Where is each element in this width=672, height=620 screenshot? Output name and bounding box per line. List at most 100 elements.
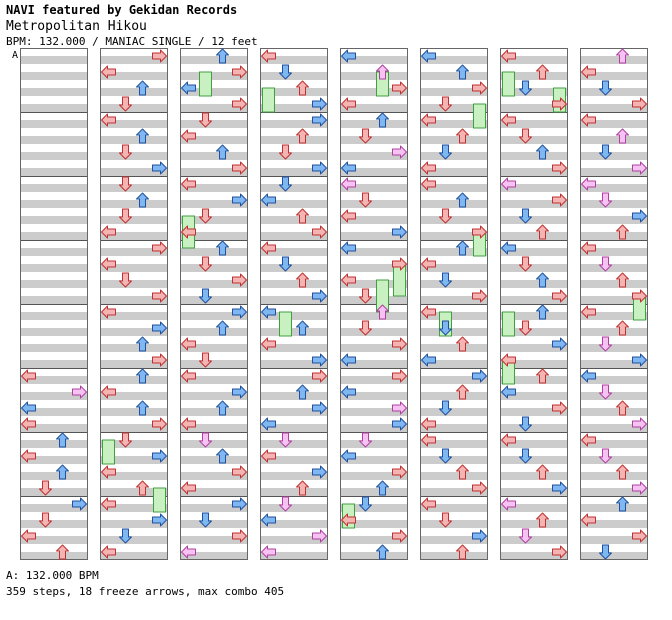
step-arrow-left (101, 257, 116, 271)
column-border (20, 48, 88, 560)
freeze-arrow (153, 487, 166, 513)
row-stripe (340, 360, 408, 368)
row-stripe (500, 264, 568, 272)
row-stripe (420, 232, 488, 240)
row-stripe (420, 248, 488, 256)
step-arrow-left (341, 273, 356, 287)
row-stripe (500, 488, 568, 496)
step-arrow-up (56, 544, 69, 560)
step-arrow-right (152, 289, 167, 303)
step-arrow-up (136, 192, 149, 208)
row-stripe (340, 504, 408, 512)
step-arrow-up (456, 544, 469, 560)
row-stripe (580, 120, 648, 128)
step-arrow-left (101, 65, 116, 79)
step-arrow-right (472, 481, 487, 495)
step-arrow-right (312, 353, 327, 367)
step-arrow-right (152, 449, 167, 463)
row-stripe (580, 88, 648, 96)
row-stripe (580, 328, 648, 336)
column-border (100, 48, 168, 560)
step-arrow-up (136, 336, 149, 352)
row-stripe (100, 504, 168, 512)
row-stripe (580, 488, 648, 496)
step-arrow-left (341, 209, 356, 223)
step-arrow-left (181, 481, 196, 495)
row-stripe (420, 264, 488, 272)
row-stripe (180, 152, 248, 160)
column-border (260, 48, 328, 560)
step-arrow-right (152, 353, 167, 367)
step-arrow-right (472, 369, 487, 383)
freeze-arrow (393, 263, 406, 297)
step-arrow-left (181, 337, 196, 351)
row-stripe (20, 376, 88, 384)
row-stripe (20, 424, 88, 432)
step-arrow-down (199, 112, 212, 128)
step-arrow-left (341, 513, 356, 527)
row-stripe (340, 248, 408, 256)
step-arrow-left (581, 241, 596, 255)
step-arrow-left (501, 49, 516, 63)
step-arrow-up (616, 464, 629, 480)
row-stripe (180, 104, 248, 112)
step-arrow-right (392, 369, 407, 383)
step-arrow-left (261, 417, 276, 431)
step-arrow-left (261, 513, 276, 527)
step-arrow-down (519, 320, 532, 336)
step-arrow-right (632, 417, 647, 431)
step-arrow-left (341, 385, 356, 399)
row-stripe (100, 120, 168, 128)
row-stripe (340, 88, 408, 96)
step-arrow-left (261, 545, 276, 559)
row-stripe (340, 408, 408, 416)
step-arrow-right (232, 273, 247, 287)
step-arrow-down (199, 352, 212, 368)
step-arrow-down (119, 96, 132, 112)
step-arrow-left (341, 449, 356, 463)
step-arrow-up (216, 320, 229, 336)
row-stripe (260, 232, 328, 240)
row-stripe (260, 488, 328, 496)
step-arrow-right (632, 161, 647, 175)
row-stripe (500, 248, 568, 256)
step-arrow-down (119, 528, 132, 544)
row-stripe (260, 296, 328, 304)
row-stripe (500, 72, 568, 80)
step-arrow-up (216, 144, 229, 160)
step-arrow-down (599, 544, 612, 560)
row-stripe (260, 152, 328, 160)
row-stripe (340, 56, 408, 64)
step-arrow-left (181, 369, 196, 383)
chart-column (260, 48, 328, 560)
step-arrow-left (21, 449, 36, 463)
row-stripe (580, 152, 648, 160)
row-stripe (100, 440, 168, 448)
row-stripe (340, 376, 408, 384)
step-arrow-left (501, 433, 516, 447)
step-arrow-down (439, 512, 452, 528)
row-stripe (180, 296, 248, 304)
row-stripe (580, 520, 648, 528)
row-stripe (100, 392, 168, 400)
row-stripe (580, 552, 648, 560)
step-arrow-right (152, 321, 167, 335)
row-stripe (20, 56, 88, 64)
row-stripe (420, 88, 488, 96)
step-arrow-right (232, 465, 247, 479)
row-stripe (180, 72, 248, 80)
row-stripe (260, 248, 328, 256)
row-stripe (180, 408, 248, 416)
step-arrow-right (232, 305, 247, 319)
step-arrow-right (232, 497, 247, 511)
column-border (420, 48, 488, 560)
row-stripe (260, 216, 328, 224)
step-arrow-right (392, 465, 407, 479)
row-stripe (20, 552, 88, 560)
step-arrow-down (359, 496, 372, 512)
row-stripe (20, 216, 88, 224)
row-stripe (420, 376, 488, 384)
row-stripe (340, 552, 408, 560)
row-stripe (420, 456, 488, 464)
step-arrow-left (101, 385, 116, 399)
